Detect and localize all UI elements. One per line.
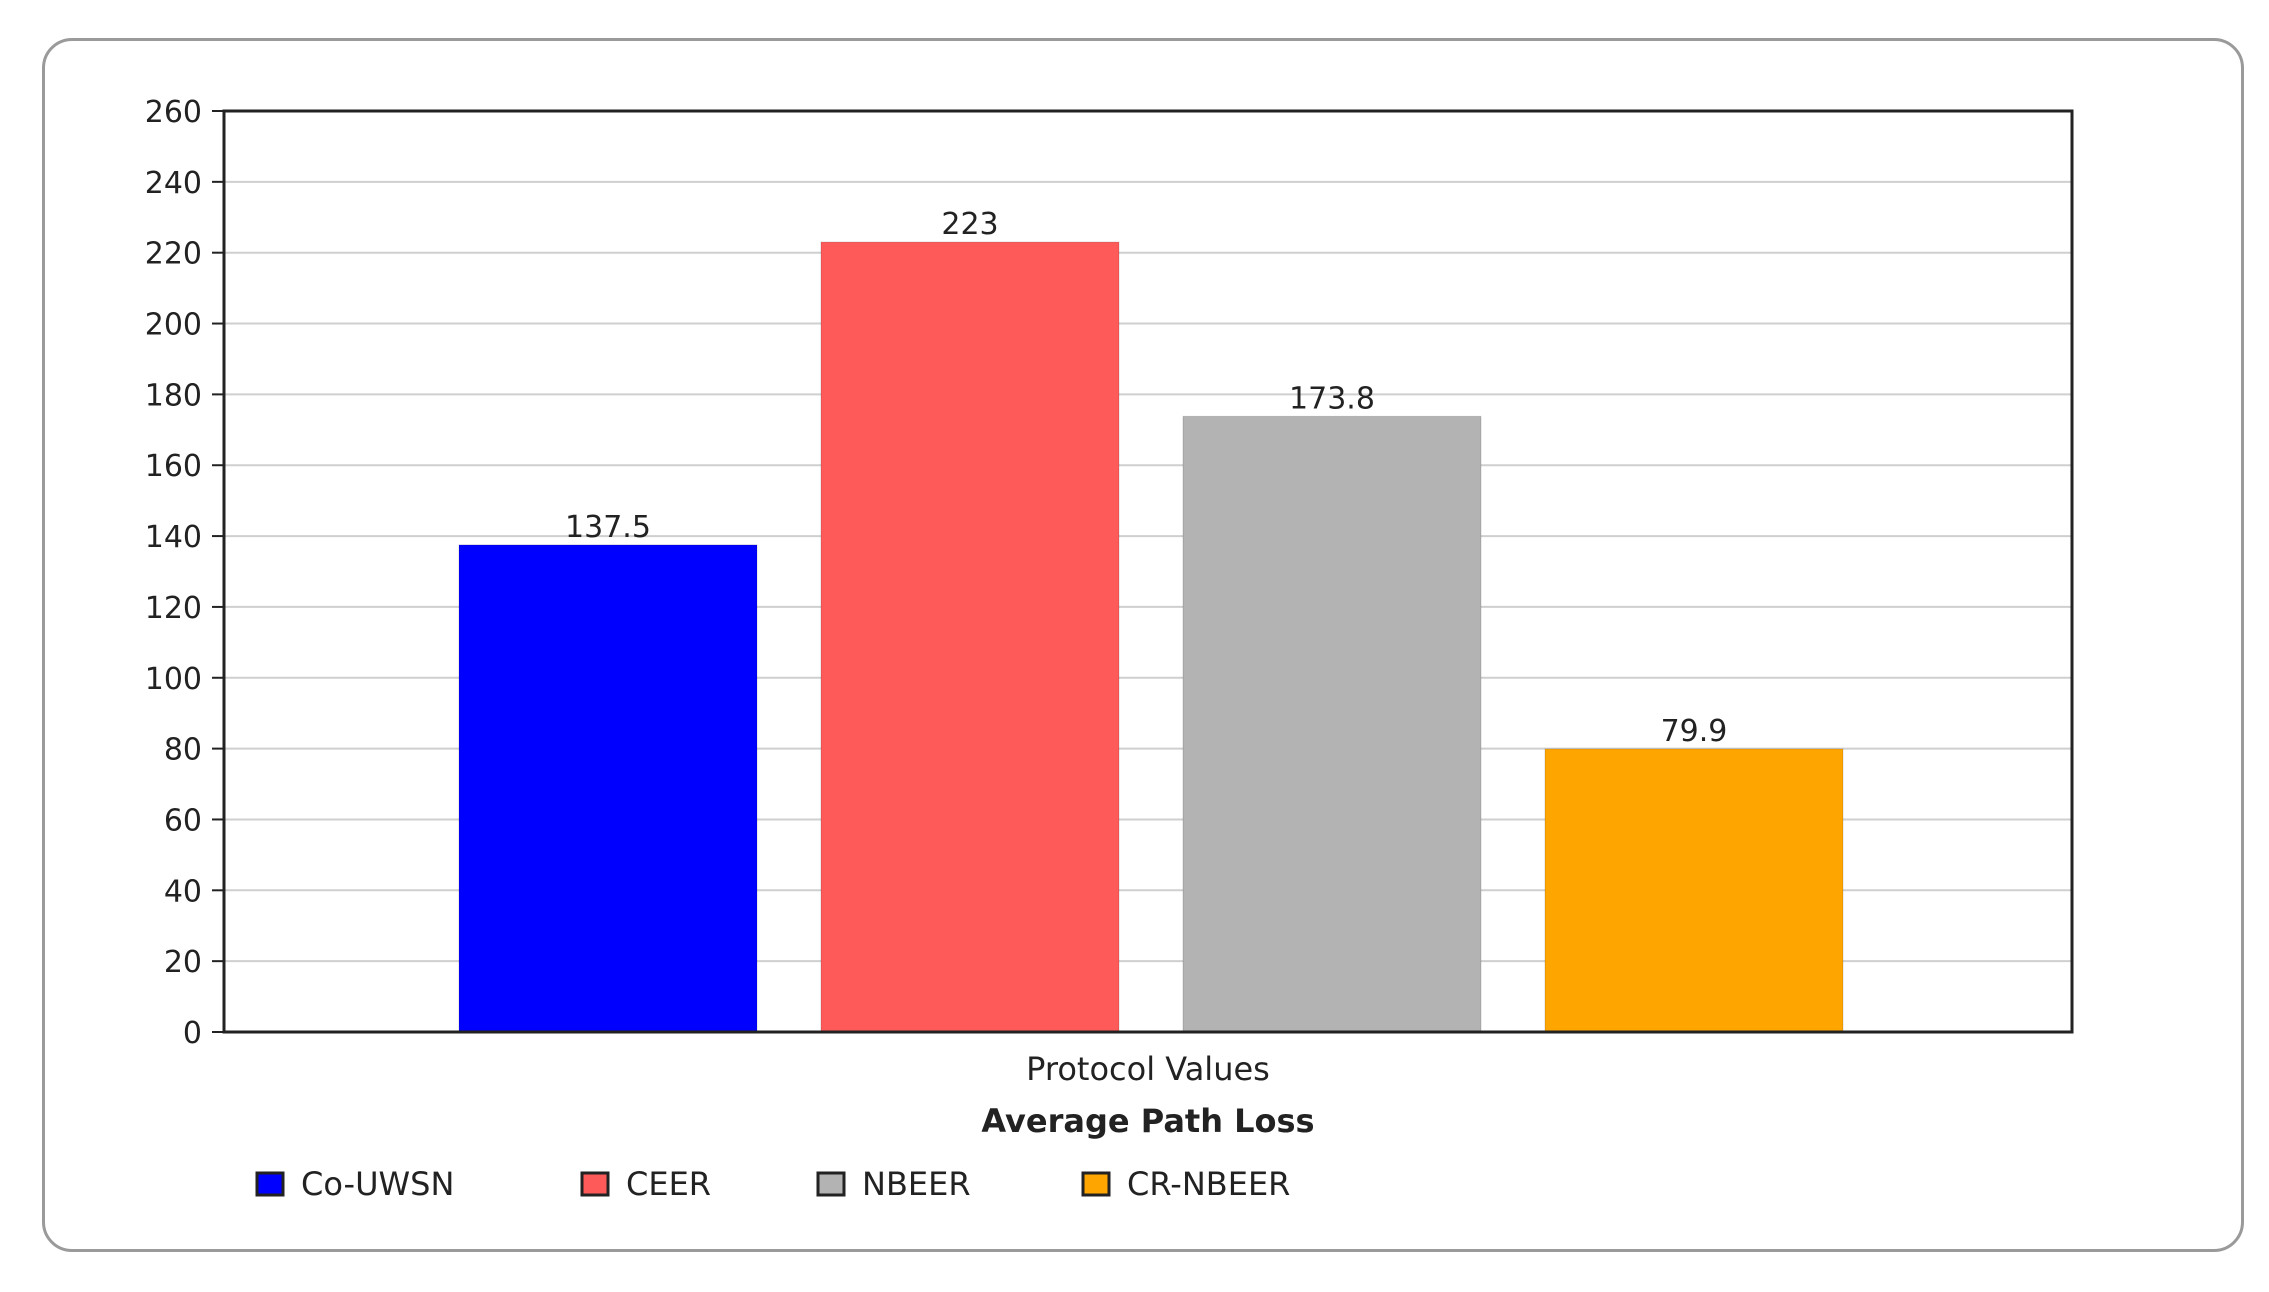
legend: Co-UWSN CEER NBEER CR-NBEER (255, 1165, 1290, 1203)
y-tick-label: 80 (164, 733, 202, 768)
y-tick-label: 180 (145, 378, 202, 413)
legend-swatch (580, 1171, 610, 1197)
legend-label: NBEER (862, 1165, 971, 1203)
y-tick-label: 0 (183, 1016, 202, 1051)
legend-swatch (255, 1171, 285, 1197)
bar-value-label: 173.8 (1289, 381, 1375, 416)
y-tick-label: 220 (145, 237, 202, 272)
y-tick-label: 60 (164, 803, 202, 838)
chart-title: Average Path Loss (981, 1102, 1314, 1140)
bar-value-label: 79.9 (1661, 714, 1728, 749)
legend-label: CEER (626, 1165, 711, 1203)
y-tick-label: 40 (164, 874, 202, 909)
x-axis-label: Protocol Values (1026, 1050, 1270, 1088)
y-tick-label: 260 (145, 95, 202, 130)
legend-swatch (816, 1171, 846, 1197)
chart-frame (42, 38, 2244, 1252)
bar-cr-nbeer (1544, 748, 1844, 1033)
bar-co-uwsn (458, 544, 758, 1033)
bars-group (458, 241, 1844, 1033)
bar-ceer (820, 241, 1120, 1033)
bar-value-label: 223 (941, 207, 998, 242)
y-tick-label: 200 (145, 308, 202, 343)
plot-area-border (222, 109, 2074, 1034)
y-tick-label: 240 (145, 166, 202, 201)
bar-value-label: 137.5 (565, 510, 651, 545)
bar-nbeer (1182, 415, 1482, 1033)
y-axis-ticks: 0 20 40 60 80 100 120 140 160 180 200 220 240 260 (145, 95, 224, 1051)
y-tick-label: 160 (145, 449, 202, 484)
y-tick-label: 100 (145, 662, 202, 697)
legend-swatch (1081, 1171, 1111, 1197)
legend-label: Co-UWSN (301, 1165, 454, 1203)
y-tick-label: 140 (145, 520, 202, 555)
legend-label: CR-NBEER (1127, 1165, 1290, 1203)
y-tick-label: 120 (145, 591, 202, 626)
y-tick-label: 20 (164, 945, 202, 980)
value-labels-group: 137.5 223 173.8 79.9 (565, 207, 1727, 749)
